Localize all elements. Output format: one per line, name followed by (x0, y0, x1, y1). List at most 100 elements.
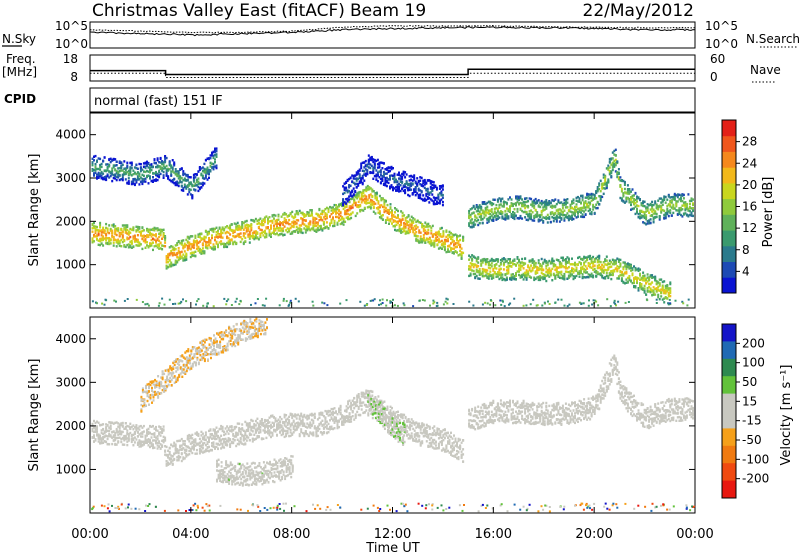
data-cell (161, 248, 163, 250)
data-cell (344, 192, 346, 194)
data-cell (108, 165, 110, 167)
data-cell (509, 209, 511, 211)
data-cell (548, 267, 550, 269)
data-cell (367, 199, 369, 201)
data-cell (104, 156, 106, 158)
data-cell (129, 169, 131, 171)
data-cell (128, 180, 130, 182)
data-cell (95, 155, 97, 157)
data-cell (535, 262, 537, 264)
data-cell (145, 167, 147, 169)
noise-cell (564, 305, 566, 307)
data-cell (636, 200, 638, 202)
data-cell (683, 197, 685, 199)
data-cell (122, 179, 124, 181)
data-cell (468, 259, 470, 261)
data-cell (663, 280, 665, 282)
data-cell (476, 275, 478, 277)
data-cell (178, 172, 180, 174)
data-cell (131, 167, 133, 169)
noise-cell (257, 298, 259, 300)
data-cell (250, 227, 252, 229)
data-cell (270, 224, 272, 226)
data-cell (155, 235, 157, 237)
data-cell (665, 196, 667, 198)
data-cell (692, 215, 694, 217)
data-cell (207, 167, 209, 169)
data-cell (131, 164, 133, 166)
data-cell (208, 173, 210, 175)
colorbar-swatch (722, 246, 736, 262)
data-cell (102, 160, 104, 162)
noise-left-tick-top: 10^5 (55, 19, 88, 33)
noise-cell (372, 300, 374, 302)
data-cell (442, 184, 444, 186)
data-cell (398, 172, 400, 174)
data-cell (656, 213, 658, 215)
data-cell (334, 225, 336, 227)
data-cell (613, 270, 615, 272)
data-cell (181, 181, 183, 183)
data-cell (213, 243, 215, 245)
data-cell (126, 166, 128, 168)
noise-cell (541, 305, 543, 307)
noise-cell (195, 304, 197, 306)
data-cell (524, 262, 526, 264)
data-cell (211, 234, 213, 236)
data-cell (219, 227, 221, 229)
noise-cell (96, 302, 98, 304)
data-cell (431, 190, 433, 192)
data-cell (329, 215, 331, 217)
data-cell (630, 204, 632, 206)
data-cell (216, 227, 218, 229)
noise-cell (523, 305, 525, 307)
data-cell (104, 229, 106, 231)
data-cell (352, 211, 354, 213)
data-cell (419, 193, 421, 195)
data-cell (428, 194, 430, 196)
data-cell (585, 209, 587, 211)
noise-cell (326, 304, 328, 306)
noise-cell (504, 305, 506, 307)
data-cell (96, 160, 98, 162)
data-cell (433, 242, 435, 244)
y-tick-label: 2000 (55, 214, 86, 228)
data-cell (216, 153, 218, 155)
noise-cell (161, 298, 163, 300)
data-cell (267, 226, 269, 228)
data-cell (477, 261, 479, 263)
data-cell (621, 190, 623, 192)
data-cell (438, 238, 440, 240)
data-cell (592, 208, 594, 210)
data-cell (360, 167, 362, 169)
data-cell (621, 188, 623, 190)
data-cell (636, 208, 638, 210)
noise-cell (436, 302, 438, 304)
data-cell (592, 276, 594, 278)
data-cell (645, 216, 647, 218)
data-cell (385, 222, 387, 224)
data-cell (181, 185, 183, 187)
data-cell (542, 269, 544, 271)
data-cell (628, 275, 630, 277)
data-cell (500, 263, 502, 265)
data-cell (470, 216, 472, 218)
data-cell (509, 258, 511, 260)
data-cell (579, 276, 581, 278)
data-cell (264, 230, 266, 232)
data-cell (442, 194, 444, 196)
data-cell (350, 177, 352, 179)
colorbar-tick-label: 16 (742, 200, 757, 214)
data-cell (662, 204, 664, 206)
data-cell (243, 229, 245, 231)
cpid-row: CPID normal (fast) 151 IF (4, 88, 695, 112)
noise-cell (238, 303, 240, 305)
data-cell (203, 182, 205, 184)
data-cell (542, 220, 544, 222)
noise-cell (378, 304, 380, 306)
data-cell (518, 259, 520, 261)
data-cell (409, 195, 411, 197)
data-cell (191, 235, 193, 237)
noise-cell (532, 299, 534, 301)
